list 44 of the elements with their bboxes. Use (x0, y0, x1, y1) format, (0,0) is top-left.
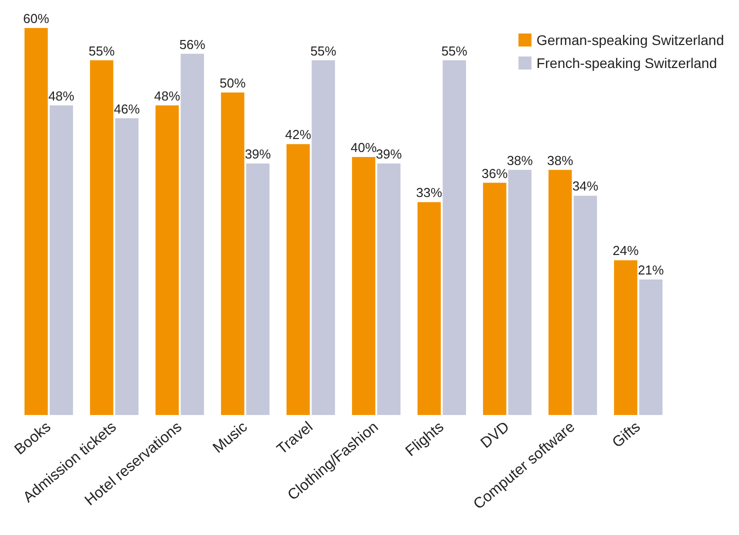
data-label: 33% (416, 185, 443, 200)
bar (377, 163, 400, 415)
bar (90, 60, 114, 415)
data-label: 50% (220, 76, 246, 90)
bar (221, 92, 244, 415)
data-label: 42% (285, 127, 312, 142)
bar (246, 163, 270, 415)
bar (312, 60, 335, 415)
legend-label: French-speaking Switzerland (536, 55, 717, 71)
bar (286, 144, 310, 415)
bar (418, 202, 441, 415)
data-label: 55% (310, 43, 337, 58)
bar (614, 260, 638, 415)
data-label: 46% (114, 101, 140, 116)
bar (156, 105, 179, 415)
data-label: 48% (154, 88, 181, 104)
bar (548, 170, 572, 415)
data-label: 40% (350, 140, 378, 155)
data-label: 21% (638, 262, 664, 278)
bar (180, 54, 204, 415)
bar (115, 118, 138, 415)
data-label: 39% (376, 146, 402, 162)
data-label: 38% (547, 152, 574, 168)
data-label: 48% (48, 88, 75, 104)
data-label: 56% (179, 36, 206, 52)
bar (483, 182, 506, 415)
data-label: 24% (612, 243, 640, 258)
data-label: 39% (244, 146, 272, 162)
data-label: 34% (572, 178, 599, 194)
bar (24, 28, 48, 415)
data-label: 55% (88, 43, 116, 58)
x-tick-label: DVD (478, 418, 513, 452)
data-label: 60% (23, 11, 50, 26)
x-tick-label: Gifts (609, 418, 644, 452)
data-label: 38% (506, 152, 534, 168)
bar (574, 196, 597, 415)
legend-label: German-speaking Switzerland (536, 32, 724, 48)
bar (50, 105, 73, 415)
data-label: 55% (441, 43, 468, 58)
bar (508, 170, 532, 415)
data-label: 36% (482, 166, 508, 181)
bar (352, 157, 376, 415)
bar (442, 60, 466, 415)
bar (639, 280, 662, 415)
